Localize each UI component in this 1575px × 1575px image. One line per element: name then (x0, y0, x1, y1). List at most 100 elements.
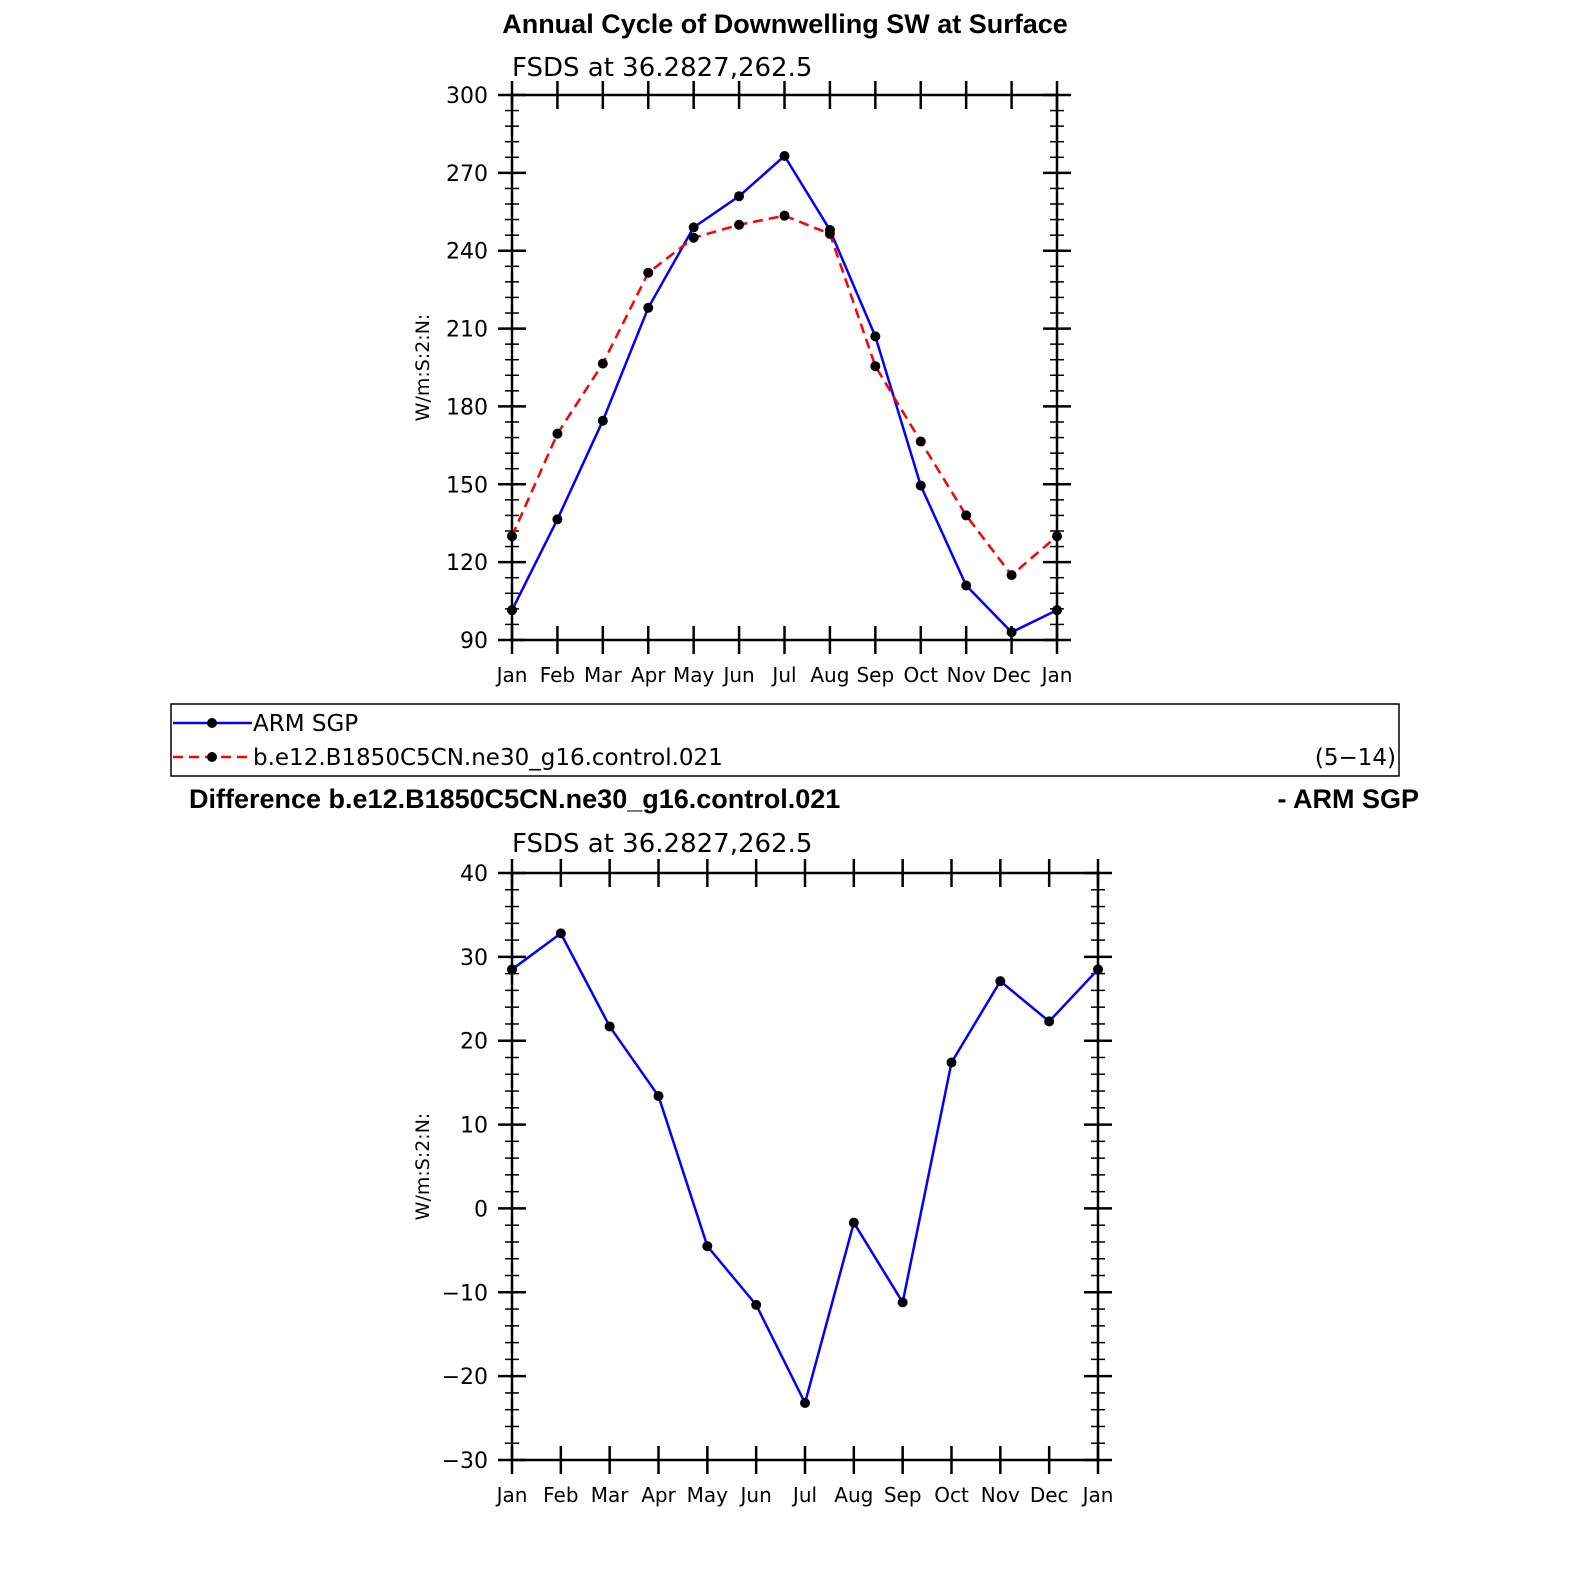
chart2-xtick-label: Jun (739, 1483, 772, 1507)
chart1-series-1-line (510, 214, 1058, 577)
chart2-series-0-line (511, 932, 1099, 1405)
chart1-xtick-label: Dec (992, 663, 1031, 687)
chart1-series-1-point (1006, 570, 1017, 581)
chart1-series-1-point (643, 267, 654, 278)
chart2-series-0-point (995, 976, 1006, 987)
chart2-ytick-label: 40 (460, 862, 488, 887)
chart1-ytick-label: 150 (446, 473, 488, 498)
legend-label-arm: ARM SGP (253, 711, 358, 737)
legend-box (170, 703, 1400, 777)
chart1-xtick-label: Sep (856, 663, 894, 687)
chart2-series-0-point (555, 928, 566, 939)
chart2-series-0-point (897, 1297, 908, 1308)
legend: ARM SGP b.e12.B1850C5CN.ne30_g16.control… (170, 703, 1400, 777)
chart1-xtick-label: Mar (584, 663, 623, 687)
chart2-xtick-label: Jul (791, 1483, 817, 1507)
chart2-ytick-label: 0 (474, 1197, 488, 1222)
chart1-series-0-point (779, 150, 790, 161)
chart2-series-0-point (702, 1241, 713, 1252)
chart1-series-1-point (688, 232, 699, 243)
chart2-ytick-label: −30 (442, 1449, 488, 1474)
chart2-series-0-point (653, 1091, 664, 1102)
chart1-series-0-point (597, 415, 608, 426)
chart1-ytick-label: 120 (446, 551, 488, 576)
chart1-series-1-point (597, 358, 608, 369)
chart1-frame (510, 93, 1059, 642)
chart2-subtitle: FSDS at 36.2827,262.5 (512, 829, 812, 859)
chart2-ylabel: W/m:S:2:N: (412, 1113, 434, 1221)
chart2-xtick-label: May (687, 1483, 729, 1507)
chart1-ytick-label: 210 (446, 318, 488, 343)
chart2-series-0-point (1093, 964, 1103, 975)
chart1-xtick-label: Nov (947, 663, 986, 687)
legend-marker-arm (207, 718, 217, 728)
chart1-xtick-label: Jan (495, 663, 528, 687)
chart1-series-0-point (1052, 605, 1062, 616)
chart2-ytick-label: 20 (460, 1030, 488, 1055)
chart1-xtick-label: Apr (631, 663, 666, 687)
chart1-series-1-point (961, 510, 972, 521)
chart1-series-1-point (824, 228, 835, 239)
chart1-series-0-point (734, 191, 745, 202)
chart1-series-0-line (510, 154, 1058, 634)
chart1-ytick-label: 300 (446, 84, 488, 109)
chart2-series-0-point (848, 1217, 859, 1228)
chart2-frame (510, 871, 1100, 1462)
chart2-ytick-label: −20 (442, 1365, 488, 1390)
chart2-xtick-label: Jan (495, 1483, 528, 1507)
chart1-xtick-label: Jan (1040, 663, 1073, 687)
chart1-xtick-label: Feb (540, 663, 575, 687)
chart1-ytick-label: 240 (446, 240, 488, 265)
chart1-ylabel: W/m:S:2:N: (412, 314, 434, 422)
chart2-xtick-label: Sep (884, 1483, 922, 1507)
chart1-series-1-point (552, 428, 563, 439)
chart2-series-0-point (1044, 1016, 1055, 1027)
chart1-series-0-point (870, 331, 881, 342)
chart2-xtick-label: Apr (641, 1483, 676, 1507)
chart1-xtick-label: Jun (721, 663, 754, 687)
chart1-xtick-label: Aug (810, 663, 849, 687)
chart1-ytick-label: 180 (446, 395, 488, 420)
chart1-series-0-point (552, 514, 563, 525)
chart2-title-left: Difference b.e12.B1850C5CN.ne30_g16.cont… (189, 784, 840, 814)
chart2-ytick-label: 30 (460, 946, 488, 971)
legend-note: (5−14) (1315, 745, 1396, 771)
chart2-xtick-label: Feb (543, 1483, 578, 1507)
legend-label-model: b.e12.B1850C5CN.ne30_g16.control.021 (253, 745, 723, 771)
chart1-series-0-point (688, 222, 699, 233)
chart1-series-0-point (507, 605, 517, 616)
chart2-xtick-label: Jan (1081, 1483, 1114, 1507)
chart2-xtick-label: Nov (981, 1483, 1020, 1507)
chart2-xtick-label: Oct (934, 1483, 969, 1507)
chart2-xtick-label: Dec (1030, 1483, 1069, 1507)
chart1-series-0-point (961, 580, 972, 591)
chart2-ytick-label: 10 (460, 1114, 488, 1139)
chart2-series-0-point (946, 1057, 957, 1068)
chart1-xtick-label: Oct (903, 663, 938, 687)
chart2-plot: −30 −20 −10 0 10 20 30 40 Jan Feb Mar Apr May Jun Jul A… (412, 859, 1113, 1507)
chart2-xtick-label: Mar (591, 1483, 630, 1507)
chart2-series-0-point (800, 1397, 810, 1408)
chart1-xtick-label: May (673, 663, 715, 687)
chart2-series-0-point (604, 1021, 615, 1032)
chart1-series-1-point (779, 210, 790, 221)
chart1-xtick-label: Jul (770, 663, 796, 687)
chart1-series-1-point (1052, 531, 1062, 542)
chart1-series-0-point (643, 302, 654, 313)
chart1-series-1-point (915, 436, 926, 447)
chart2-xtick-label: Aug (834, 1483, 873, 1507)
chart2-series-0-point (507, 964, 517, 975)
chart1-series-0-point (915, 480, 926, 491)
chart2-ytick-label: −10 (442, 1281, 488, 1306)
chart1-ytick-label: 90 (460, 629, 488, 654)
legend-marker-model (207, 752, 217, 762)
chart1-subtitle: FSDS at 36.2827,262.5 (512, 53, 812, 83)
chart1-title: Annual Cycle of Downwelling SW at Surfac… (502, 9, 1068, 39)
chart1-series-1-point (734, 219, 745, 230)
chart1-ytick-label: 270 (446, 162, 488, 187)
chart2-title-right: - ARM SGP (1278, 784, 1420, 814)
chart1-series-0-point (1006, 627, 1017, 638)
chart1-series-1-point (507, 531, 517, 542)
